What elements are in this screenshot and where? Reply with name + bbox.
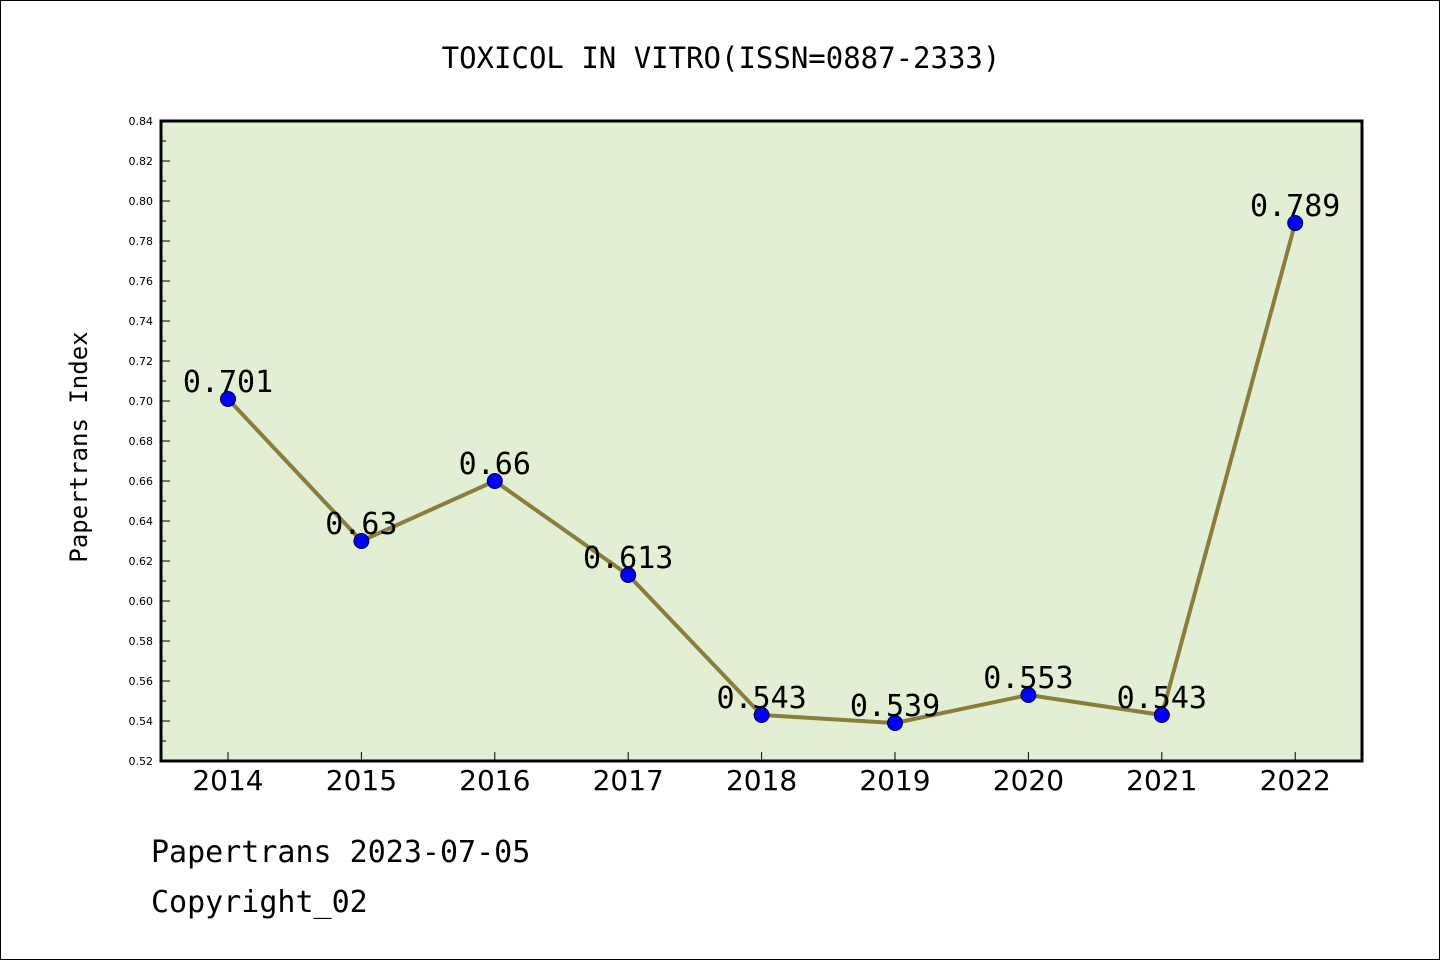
x-tick-label: 2014 <box>192 764 263 797</box>
chart-title: TOXICOL IN VITRO(ISSN=0887-2333) <box>442 41 1001 75</box>
data-point <box>887 715 903 731</box>
x-tick-label: 2016 <box>459 764 530 797</box>
y-tick-label: 0.74 <box>129 315 154 328</box>
data-label: 0.543 <box>716 681 806 716</box>
data-label: 0.613 <box>583 541 673 576</box>
data-label: 0.553 <box>983 661 1073 696</box>
x-tick-label: 2018 <box>726 764 797 797</box>
x-tick-label: 2017 <box>593 764 664 797</box>
data-label: 0.539 <box>850 689 940 724</box>
data-label: 0.63 <box>325 507 397 542</box>
y-tick-label: 0.64 <box>129 515 154 528</box>
y-tick-label: 0.82 <box>129 155 154 168</box>
y-tick-label: 0.52 <box>129 755 154 768</box>
x-tick-label: 2022 <box>1260 764 1331 797</box>
y-tick-label: 0.56 <box>129 675 154 688</box>
plot-border <box>159 119 1364 763</box>
y-tick-label: 0.54 <box>129 715 154 728</box>
y-tick-label: 0.72 <box>129 355 154 368</box>
data-labels: 0.701 0.63 0.66 0.613 0.543 0.539 0.553 0.543 0.… <box>183 189 1341 724</box>
y-tick-label: 0.76 <box>129 275 154 288</box>
y-tick-label: 0.68 <box>129 435 154 448</box>
data-label: 0.789 <box>1250 189 1340 224</box>
y-tick-label: 0.66 <box>129 475 154 488</box>
y-tick-label: 0.84 <box>129 115 154 128</box>
y-tick-label: 0.70 <box>129 395 154 408</box>
data-point <box>753 707 770 723</box>
data-point <box>353 533 370 549</box>
y-tick-label: 0.80 <box>129 195 154 208</box>
plot-area <box>161 121 1362 761</box>
y-tick-label: 0.78 <box>129 235 154 248</box>
y-axis-ticks: 0.52 0.54 0.56 0.58 0.60 0.62 0.64 0.66 0.68 0.70… <box>129 115 170 768</box>
data-label: 0.543 <box>1117 681 1207 716</box>
data-markers <box>220 215 1304 731</box>
x-tick-label: 2020 <box>993 764 1064 797</box>
data-point <box>1153 707 1170 723</box>
footer-copyright: Copyright_02 <box>151 885 368 920</box>
x-tick-label: 2015 <box>326 764 397 797</box>
data-point <box>1020 687 1037 703</box>
y-axis-label: Papertrans Index <box>65 331 93 562</box>
y-tick-label: 0.60 <box>129 595 154 608</box>
data-label: 0.66 <box>459 447 531 482</box>
data-label: 0.701 <box>183 365 273 400</box>
x-axis-ticks: 2014 2015 2016 2017 2018 2019 2020 2021 2022 <box>192 752 1331 797</box>
data-point <box>486 473 503 489</box>
data-point <box>220 391 236 407</box>
footer-source: Papertrans 2023-07-05 <box>151 835 531 870</box>
y-tick-label: 0.62 <box>129 555 154 568</box>
x-tick-label: 2021 <box>1126 764 1197 797</box>
y-tick-label: 0.58 <box>129 635 154 648</box>
data-point <box>620 567 637 583</box>
x-tick-label: 2019 <box>859 764 930 797</box>
data-point <box>1287 215 1304 231</box>
